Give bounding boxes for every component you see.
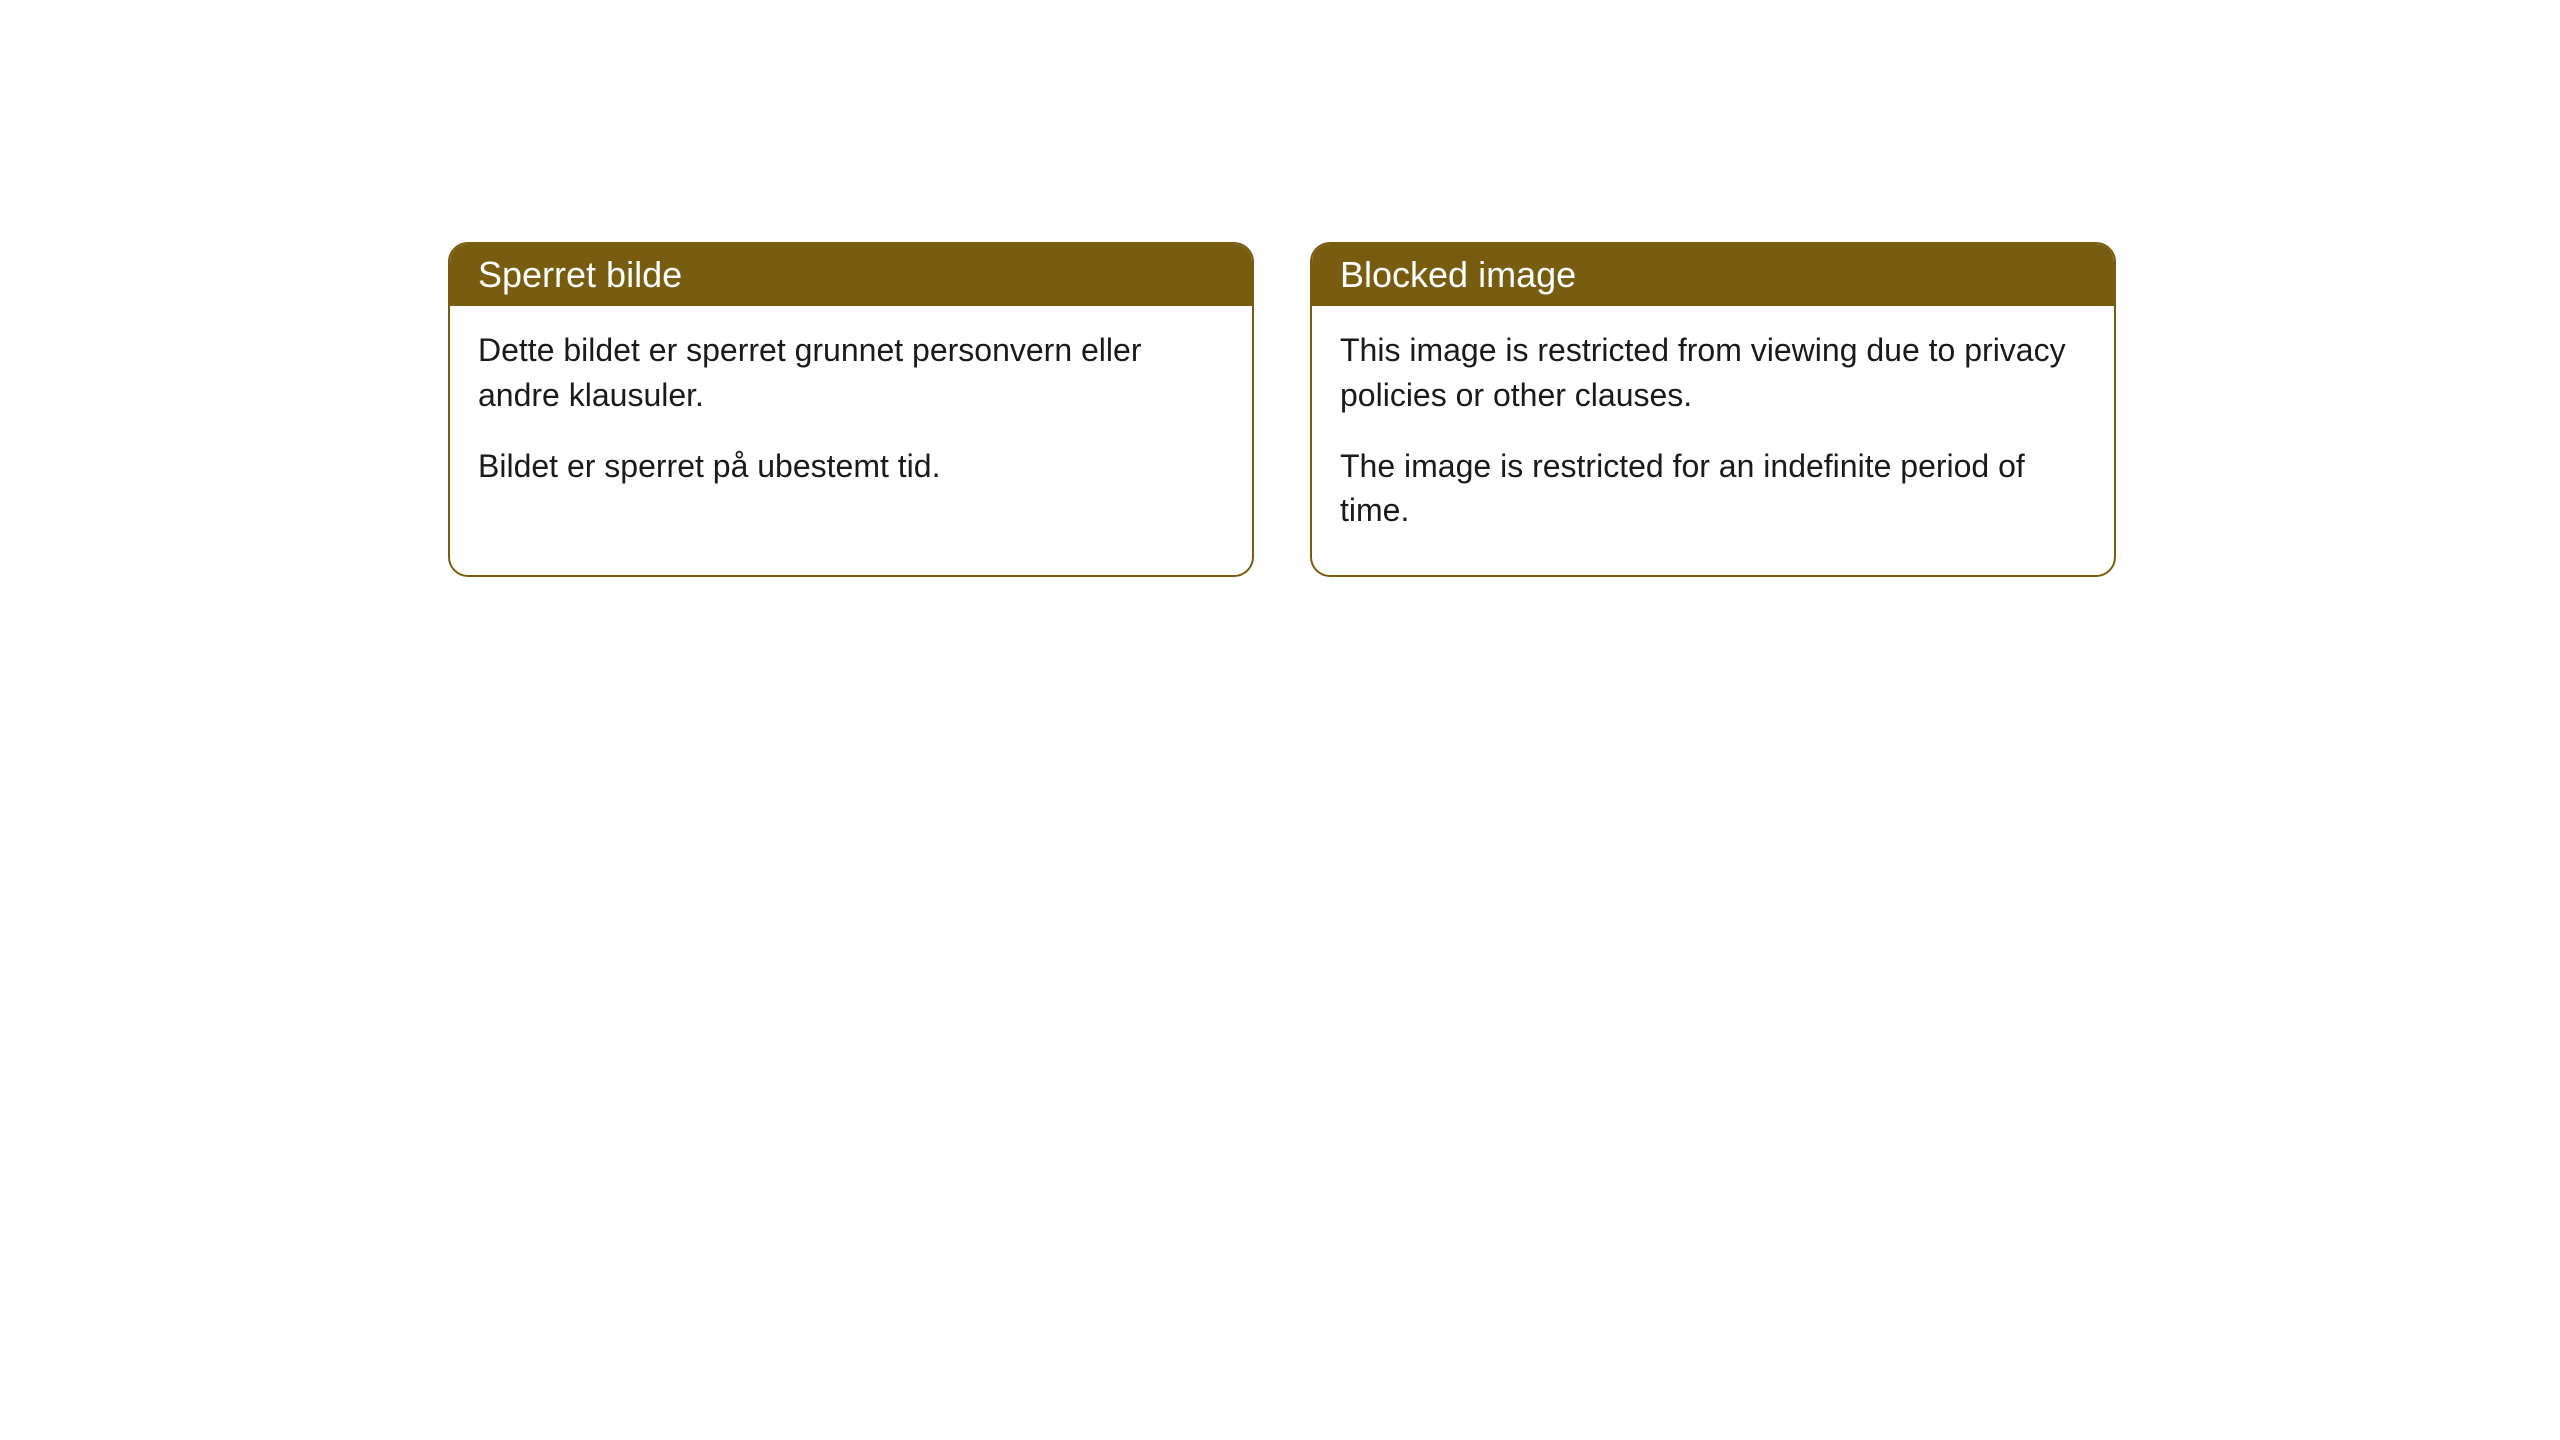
notice-text-line2: Bildet er sperret på ubestemt tid. xyxy=(478,444,1224,489)
notice-text-line2: The image is restricted for an indefinit… xyxy=(1340,444,2086,534)
notice-text-line1: Dette bildet er sperret grunnet personve… xyxy=(478,328,1224,418)
notice-body: Dette bildet er sperret grunnet personve… xyxy=(450,306,1252,530)
notice-card-norwegian: Sperret bilde Dette bildet er sperret gr… xyxy=(448,242,1254,577)
notice-container: Sperret bilde Dette bildet er sperret gr… xyxy=(448,242,2116,577)
notice-header: Blocked image xyxy=(1312,244,2114,306)
notice-text-line1: This image is restricted from viewing du… xyxy=(1340,328,2086,418)
notice-card-english: Blocked image This image is restricted f… xyxy=(1310,242,2116,577)
notice-header: Sperret bilde xyxy=(450,244,1252,306)
notice-body: This image is restricted from viewing du… xyxy=(1312,306,2114,575)
